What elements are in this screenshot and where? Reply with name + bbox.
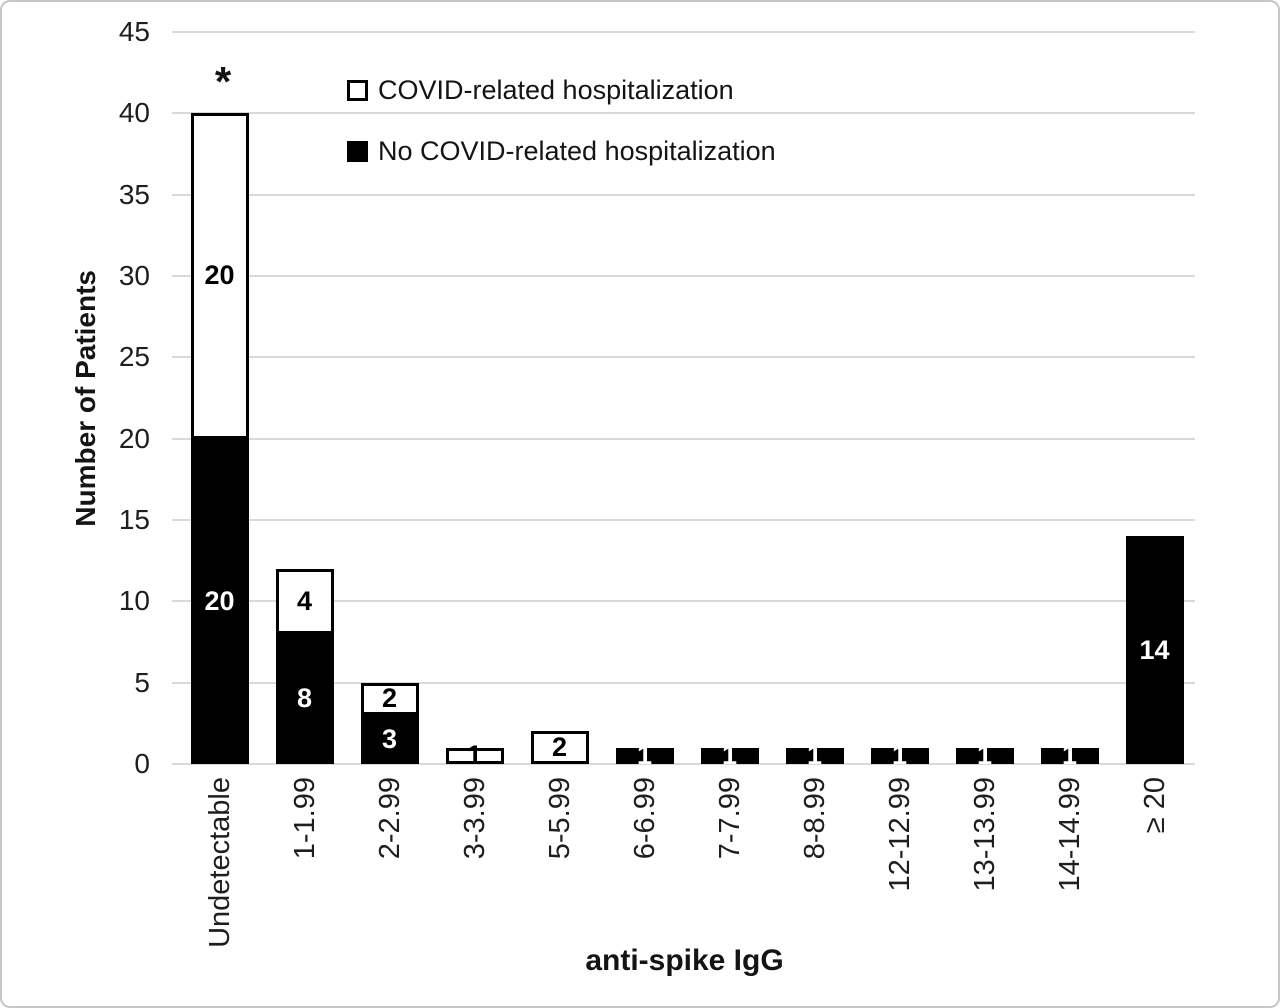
y-tick-label: 15 [118, 504, 150, 535]
bar-segment: 2 [360, 682, 419, 716]
x-tick-label: 7-7.99 [713, 777, 746, 860]
x-tick-label: 2-2.99 [373, 777, 406, 860]
x-tick-label: 3-3.99 [458, 777, 491, 860]
legend-label-covid-related-hospitalization: COVID-related hospitalization [378, 75, 734, 105]
x-tick-label: 8-8.99 [798, 777, 831, 860]
bar-value-label: 1 [636, 740, 653, 771]
bar-value-label: 1 [976, 740, 993, 771]
legend-swatch-black-icon [347, 141, 368, 162]
x-tick-label: 6-6.99 [628, 777, 661, 860]
gridline [172, 193, 1195, 196]
legend: COVID-related hospitalization No COVID-r… [347, 74, 776, 168]
bar-value-label: 1 [721, 740, 738, 771]
y-axis-title-text: Number of Patients [70, 269, 101, 527]
x-tick-label: 1-1.99 [288, 777, 321, 860]
y-tick-label: 20 [118, 422, 150, 454]
x-tick-label: 14-14.99 [1053, 777, 1086, 892]
bar-segment: 8 [275, 633, 334, 764]
y-tick-label: 30 [118, 260, 150, 291]
bar-value-label: 4 [296, 585, 313, 616]
y-tick-label: 25 [118, 341, 150, 373]
bar-value-label: 20 [204, 260, 235, 291]
bar-value-label: 1 [1061, 740, 1078, 771]
legend-label-no-covid-related-hospitalization: No COVID-related hospitalization [378, 136, 776, 166]
bar-segment: 2 [530, 731, 589, 764]
bar-segment: 20 [190, 438, 249, 764]
x-tick-label: 12-12.99 [883, 777, 916, 892]
y-tick-label: 35 [118, 178, 150, 210]
bar-value-label: 3 [381, 724, 398, 755]
bar-value-label: 14 [1139, 634, 1170, 665]
y-tick-label: 45 [118, 16, 150, 47]
gridline [172, 437, 1195, 440]
gridline [172, 112, 1195, 115]
bar-segment: 14 [1125, 536, 1184, 764]
gridline [172, 31, 1195, 33]
bar-segment: 1 [445, 742, 504, 769]
x-tick-label: ≥ 20 [1138, 777, 1171, 834]
bar-segment: 3 [360, 715, 419, 764]
bar-segment: 1 [785, 742, 844, 769]
gridline [172, 600, 1195, 603]
legend-item-no-covid-related-hospitalization: No COVID-related hospitalization [347, 135, 776, 168]
gridline [172, 275, 1195, 277]
bar-value-label: 1 [466, 740, 483, 771]
bar-value-label: 1 [806, 740, 823, 771]
bar-segment: 1 [615, 742, 674, 769]
x-tick-label: 13-13.99 [968, 777, 1001, 892]
significance-asterisk: * [214, 58, 232, 105]
x-tick-label: 5-5.99 [543, 777, 576, 860]
gridline [172, 681, 1195, 684]
bar-segment: 1 [955, 742, 1014, 769]
bar-segment: 1 [1040, 742, 1099, 769]
y-tick-label: 0 [134, 748, 150, 779]
legend-swatch-white-icon [347, 80, 368, 101]
bar-segment: 1 [700, 742, 759, 769]
y-axis-title: Number of Patients [70, 32, 102, 764]
bar-segment: 1 [870, 742, 929, 769]
bar-value-label: 1 [891, 740, 908, 771]
x-axis-title: anti-spike IgG [585, 944, 784, 977]
y-tick-label: 10 [118, 585, 150, 617]
bar-value-label: 2 [381, 683, 398, 714]
gridline [172, 763, 1195, 765]
bar-segment: 20 [190, 113, 249, 439]
gridline [172, 356, 1195, 359]
gridline [172, 519, 1195, 521]
legend-item-covid-related-hospitalization: COVID-related hospitalization [347, 74, 776, 107]
y-tick-label: 40 [118, 97, 150, 129]
bar-value-label: 2 [551, 732, 568, 763]
x-tick-label: Undetectable [203, 777, 236, 948]
y-tick-label: 5 [134, 666, 150, 698]
bar-segment: 4 [275, 568, 334, 634]
bar-value-label: 8 [296, 683, 313, 714]
bar-value-label: 20 [204, 585, 235, 616]
